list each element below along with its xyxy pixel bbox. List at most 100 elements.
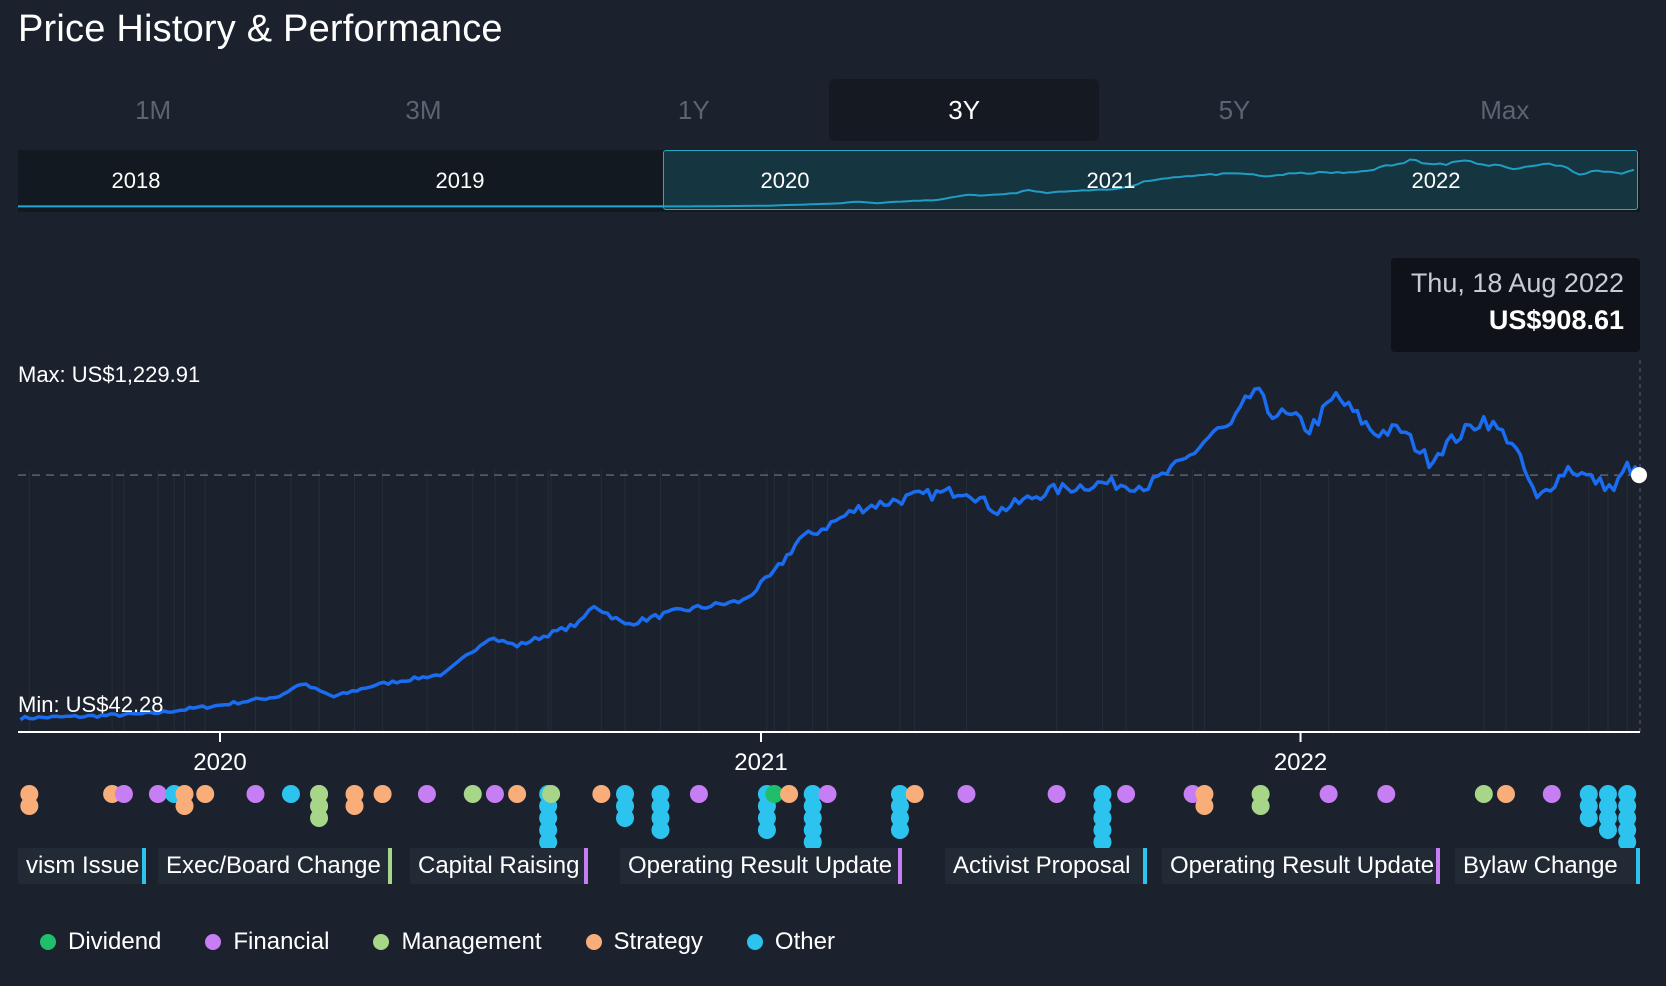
event-marker-other[interactable] [1579,809,1598,827]
event-label-text: Operating Result Update [1170,852,1435,879]
event-marker-other[interactable] [616,809,635,827]
legend-item-other[interactable]: Other [746,928,835,956]
event-marker-other[interactable] [1618,833,1637,851]
event-marker-financial[interactable] [1117,785,1136,803]
page-title: Price History & Performance [18,8,503,50]
event-marker-management[interactable] [463,785,482,803]
event-marker-strategy[interactable] [1496,785,1515,803]
legend-dot-icon [746,934,763,950]
max-price-label: Max: US$1,229.91 [18,362,201,387]
event-marker-other[interactable] [757,821,776,839]
period-tab-max[interactable]: Max [1480,94,1530,125]
legend-item-strategy[interactable]: Strategy [585,928,703,956]
event-marker-other[interactable] [651,821,670,839]
period-tab-3y[interactable]: 3Y [828,79,1100,141]
period-tab-1y[interactable]: 1Y [677,94,710,125]
event-marker-financial[interactable] [246,785,265,803]
legend-label: Dividend [68,928,162,955]
legend-label: Financial [233,928,330,955]
period-selector: 1M 3M 1Y 3Y 5Y Max [18,79,1640,141]
event-marker-other[interactable] [803,833,822,851]
navigator-year-label: 2022 [1411,168,1461,193]
legend-label: Strategy [613,928,703,955]
event-marker-financial[interactable] [1542,785,1561,803]
event-marker-dividend[interactable] [765,785,784,803]
event-marker-strategy[interactable] [345,797,364,815]
price-tooltip: Thu, 18 Aug 2022 US$908.61 [1391,258,1640,352]
event-label-text: Operating Result Update [628,852,893,879]
event-marker-financial[interactable] [1377,785,1396,803]
event-marker-strategy[interactable] [1195,797,1214,815]
event-label-pill[interactable]: Bylaw Change [1455,848,1640,884]
navigator-year-label: 2020 [760,168,810,193]
event-label-pill[interactable]: Activist Proposal [945,848,1147,884]
event-marker-management[interactable] [1474,785,1493,803]
event-marker-strategy[interactable] [780,785,799,803]
event-marker-strategy[interactable] [373,785,392,803]
event-label-pill[interactable]: Capital Raising [410,848,588,884]
navigator-price-line [18,158,1635,208]
event-marker-management[interactable] [1251,797,1270,815]
event-marker-strategy[interactable] [20,797,39,815]
event-marker-management[interactable] [542,785,561,803]
event-label-text: vism Issue [26,852,140,879]
min-price-label: Min: US$42.28 [18,692,164,717]
legend-dot-icon [373,934,390,950]
event-marker-financial[interactable] [1319,785,1338,803]
navigator-year-label: 2018 [111,168,161,193]
event-marker-financial[interactable] [689,785,708,803]
event-marker-financial[interactable] [148,785,167,803]
event-marker-other[interactable] [890,821,909,839]
event-label-pill[interactable]: Operating Result Update [620,848,902,884]
event-type-bar [388,848,392,884]
navigator-year-label: 2021 [1086,168,1136,193]
x-axis-tick-label: 2022 [1274,749,1327,776]
event-type-bar [1143,848,1147,884]
event-type-bar [584,848,588,884]
event-marker-strategy[interactable] [196,785,215,803]
event-marker-management[interactable] [310,809,329,827]
legend-item-financial[interactable]: Financial [205,928,329,956]
navigator-year-label: 2019 [435,168,485,193]
x-axis-tick-label: 2021 [734,749,787,776]
legend-dot-icon [205,934,222,950]
range-navigator[interactable]: 2018 2019 2020 2021 2022 [18,150,1640,212]
tooltip-price: US$908.61 [1488,305,1624,335]
event-label-pill[interactable]: Operating Result Update [1162,848,1440,884]
event-marker-financial[interactable] [1047,785,1066,803]
event-marker-other[interactable] [281,785,300,803]
navigator-sparkline [18,158,1635,208]
event-label-pill[interactable]: Exec/Board Change [158,848,392,884]
event-type-bar [142,848,146,884]
event-marker-financial[interactable] [114,785,133,803]
event-marker-financial[interactable] [957,785,976,803]
event-marker-financial[interactable] [417,785,436,803]
event-type-bar [898,848,902,884]
period-tab-5y[interactable]: 5Y [1218,94,1251,125]
event-type-bar [1436,848,1440,884]
legend-dot-icon [40,934,56,950]
event-label-text: Activist Proposal [953,852,1131,879]
period-tab-3m[interactable]: 3M [405,94,442,125]
event-marker-financial[interactable] [818,785,837,803]
tooltip-date: Thu, 18 Aug 2022 [1410,268,1624,298]
legend-dot-icon [585,934,602,950]
navigator-selected-window[interactable] [663,150,1638,210]
legend-label: Other [774,928,835,955]
event-label-pill[interactable]: vism Issue [18,848,146,884]
period-tab-1m[interactable]: 1M [135,94,172,125]
event-marker-other[interactable] [1598,821,1617,839]
legend-item-dividend[interactable]: Dividend [40,928,161,956]
highlight-point[interactable] [1631,467,1648,484]
event-marker-strategy[interactable] [592,785,611,803]
event-label-text: Bylaw Change [1463,852,1618,879]
event-marker-strategy[interactable] [508,785,527,803]
event-legend: Dividend Financial Management Strategy Other [40,928,879,956]
event-marker-strategy[interactable] [905,785,924,803]
event-marker-strategy[interactable] [175,797,194,815]
legend-item-management[interactable]: Management [373,928,542,956]
event-marker-financial[interactable] [485,785,504,803]
event-type-bar [1636,848,1640,884]
price-series-line [19,386,1641,722]
